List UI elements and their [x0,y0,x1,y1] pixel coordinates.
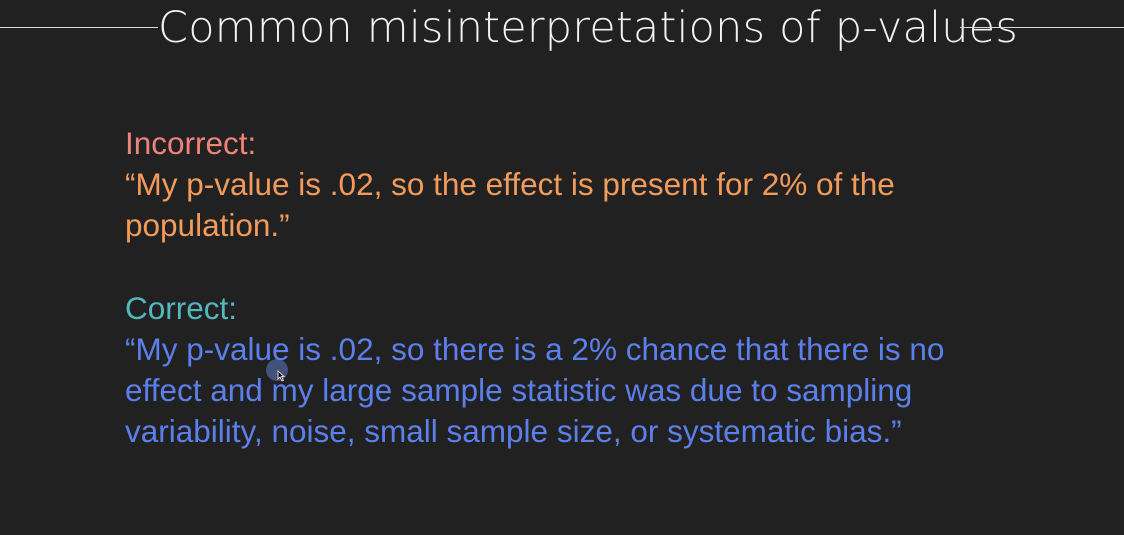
title-divider-right [960,27,1124,28]
slide-title: Common misinterpretations of p-values [158,3,1018,53]
incorrect-interpretation: Incorrect: “My p-value is .02, so the ef… [125,123,1005,246]
correct-quote: “My p-value is .02, so there is a 2% cha… [125,331,945,449]
correct-interpretation: Correct: “My p-value is .02, so there is… [125,288,1005,452]
incorrect-quote: “My p-value is .02, so the effect is pre… [125,166,895,243]
incorrect-label: Incorrect: [125,125,257,161]
correct-label: Correct: [125,290,238,326]
mouse-cursor-icon [264,357,294,387]
slide-header: Common misinterpretations of p-values [0,0,1124,56]
title-divider-left [0,27,158,28]
